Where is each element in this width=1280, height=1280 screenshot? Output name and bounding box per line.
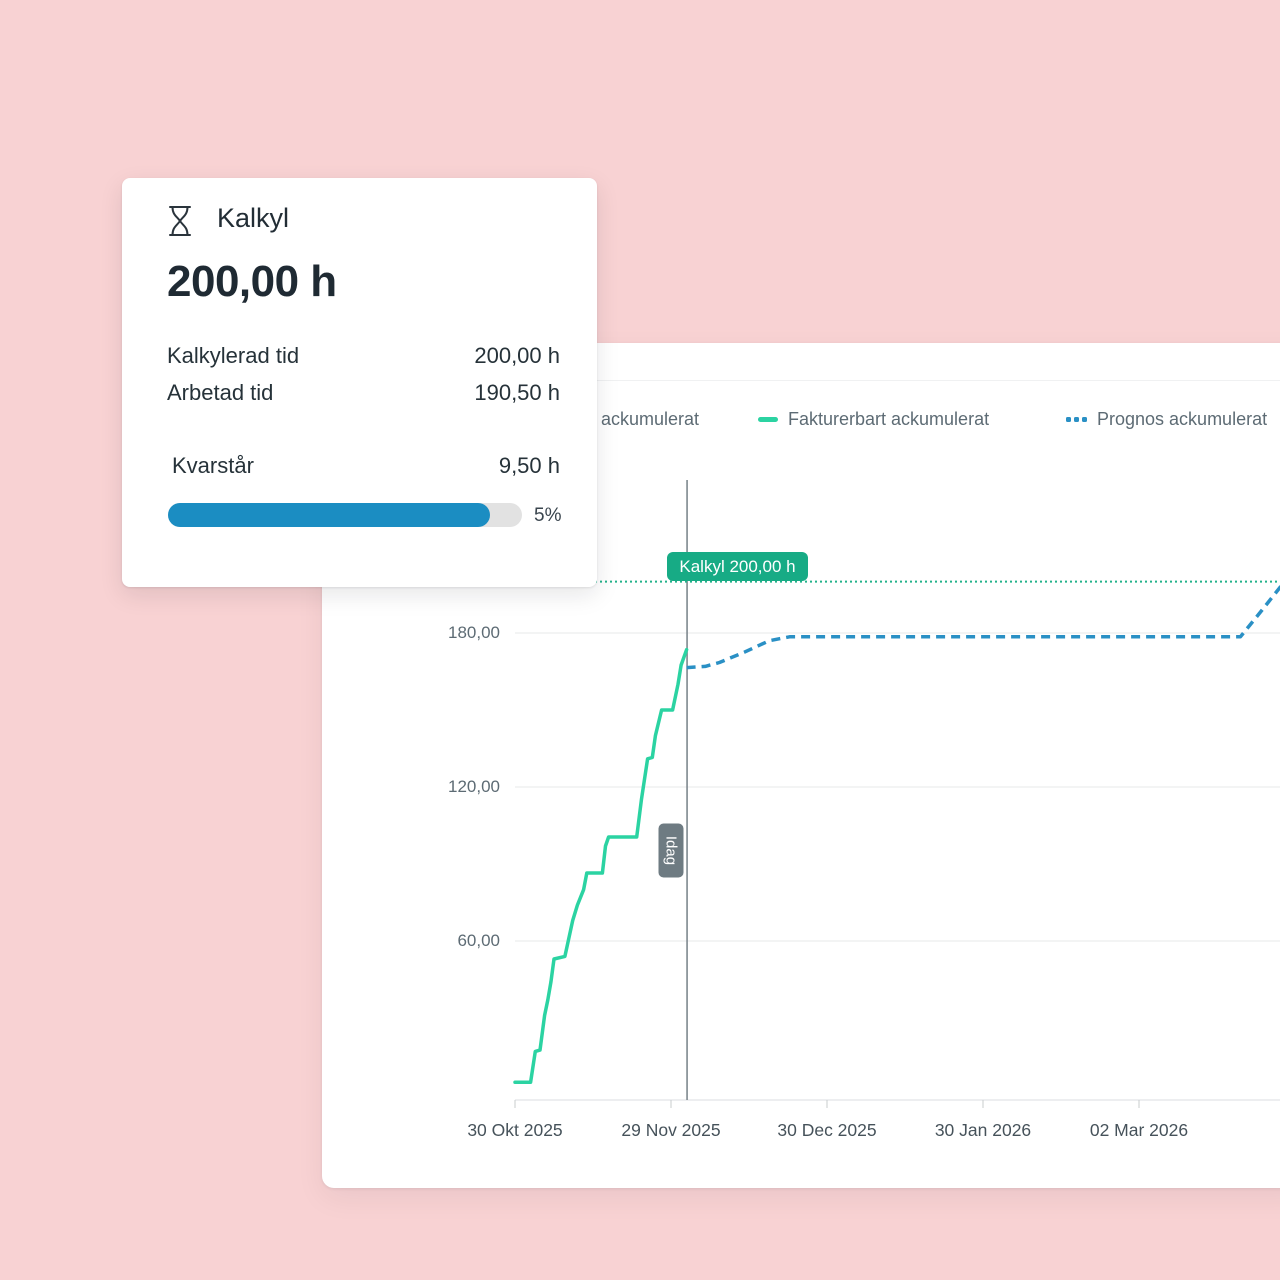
- total-hours: 200,00 h: [167, 257, 337, 306]
- x-axis-label: 02 Mar 2026: [1089, 1120, 1189, 1140]
- card-header-divider: [322, 380, 1280, 381]
- card-title: Kalkyl: [217, 203, 290, 233]
- legend-item-prognos-ackumulerat[interactable]: Prognos ackumulerat: [1066, 406, 1267, 432]
- chart-legend: ackumulerat Fakturerbart ackumulerat Pro…: [322, 406, 1280, 432]
- legend-dash-icon: [758, 416, 778, 422]
- today-marker-badge: Idag: [658, 823, 683, 877]
- remaining-row: Kvarstår 9,50 h: [167, 453, 560, 479]
- kalkyl-summary-card: Kalkyl 200,00 h Kalkylerad tid 200,00 h …: [122, 178, 597, 587]
- x-axis-label: 29 Nov 2025: [621, 1120, 721, 1140]
- legend-item-fakturerbart-ackumulerat[interactable]: Fakturerbart ackumulerat: [758, 406, 989, 432]
- y-axis-label: 120,00: [448, 777, 500, 796]
- legend-item-partially-hidden[interactable]: ackumulerat: [601, 406, 699, 432]
- summary-row: Kalkylerad tid 200,00 h: [167, 343, 560, 369]
- legend-dots-icon: [1066, 416, 1087, 422]
- row-value: 9,50 h: [498, 453, 560, 478]
- legend-label: Prognos ackumulerat: [1097, 408, 1268, 429]
- row-label: Arbetad tid: [167, 380, 274, 405]
- x-axis-label: 30 Jan 2026: [934, 1120, 1032, 1140]
- legend-label: Fakturerbart ackumulerat: [788, 408, 990, 429]
- chart-plot: [513, 480, 1280, 1108]
- legend-label: ackumulerat: [601, 408, 700, 429]
- progress-bar: [168, 503, 522, 527]
- x-axis-label: 30 Dec 2025: [777, 1120, 877, 1140]
- row-value: 190,50 h: [474, 380, 560, 405]
- hourglass-icon: [167, 205, 193, 237]
- x-axis-label: 30 Okt 2025: [467, 1120, 563, 1140]
- y-axis-label: 180,00: [448, 623, 500, 642]
- row-label: Kvarstår: [172, 453, 254, 478]
- row-label: Kalkylerad tid: [167, 343, 300, 368]
- row-value: 200,00 h: [474, 343, 560, 368]
- kalkyl-plotline-badge: Kalkyl 200,00 h: [667, 552, 808, 581]
- summary-row: Arbetad tid 190,50 h: [167, 380, 560, 406]
- today-marker-label: Idag: [658, 823, 683, 877]
- y-axis-label: 60,00: [457, 931, 500, 950]
- progress-percent: 5%: [534, 505, 562, 526]
- progress-fill: [168, 503, 491, 527]
